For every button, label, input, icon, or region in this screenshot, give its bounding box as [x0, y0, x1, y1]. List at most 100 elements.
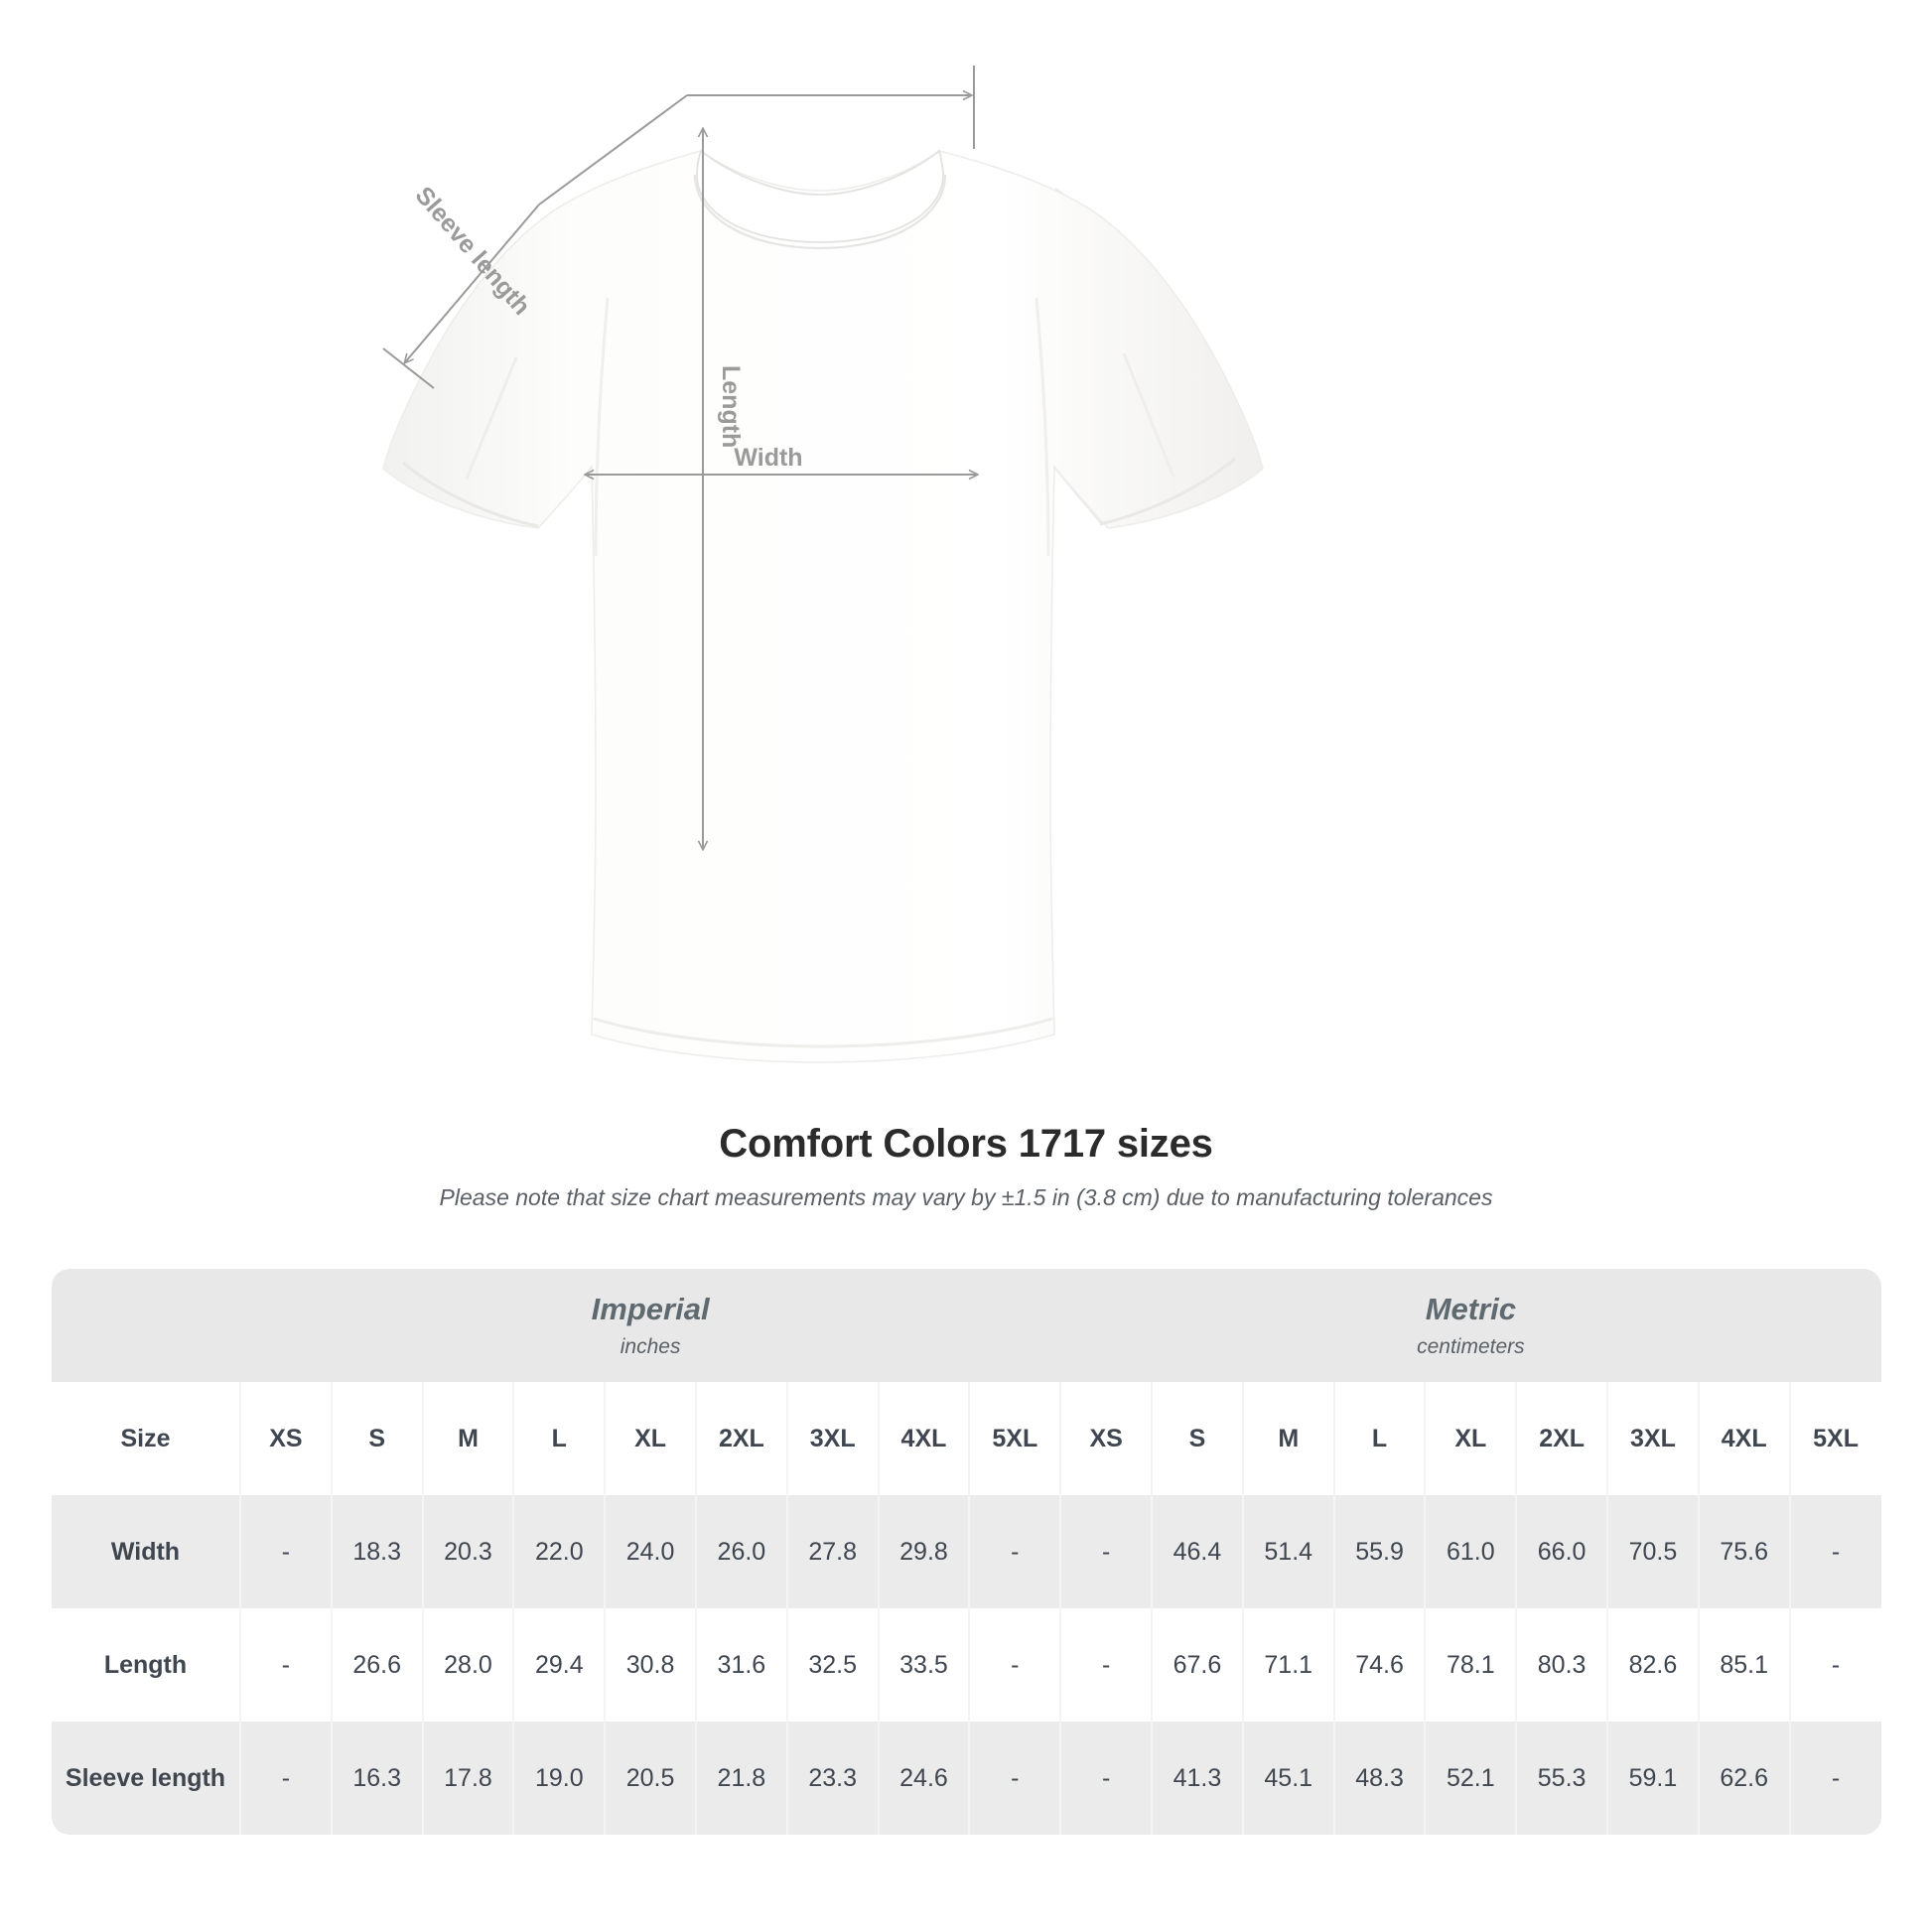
header-metric-4xl: 4XL	[1698, 1382, 1791, 1495]
cell-width-imperial-xl: 24.0	[605, 1495, 697, 1608]
header-imperial-5xl: 5XL	[969, 1382, 1062, 1495]
fold-sleeve-right	[1122, 352, 1175, 478]
header-metric-s: S	[1152, 1382, 1244, 1495]
length-label: Length	[717, 365, 745, 448]
cell-length-metric-5xl: -	[1789, 1608, 1881, 1722]
cell-length-imperial-xl: 30.8	[605, 1608, 697, 1722]
cell-width-metric-s: 46.4	[1152, 1495, 1244, 1608]
collar-inner-edge	[693, 174, 947, 250]
cell-width-imperial-2xl: 26.0	[695, 1495, 788, 1608]
table-row: Sleeve length - 16.3 17.8 19.0 20.5 21.8…	[52, 1722, 1881, 1835]
cell-width-metric-xl: 61.0	[1425, 1495, 1518, 1608]
chart-heading: Comfort Colors 1717 sizes Please note th…	[0, 1120, 1932, 1213]
row-label-length: Length	[52, 1608, 241, 1722]
table-row: Length - 26.6 28.0 29.4 30.8 31.6 32.5 3…	[52, 1608, 1881, 1722]
unit-title-imperial: Imperial	[591, 1291, 710, 1326]
cell-width-metric-3xl: 70.5	[1607, 1495, 1700, 1608]
unit-subtitle-imperial: inches	[620, 1335, 681, 1359]
bottom-hem	[593, 1017, 1053, 1048]
cell-length-imperial-s: 26.6	[331, 1608, 424, 1722]
tshirt-garment	[382, 149, 1264, 1063]
cell-width-metric-m: 51.4	[1242, 1495, 1335, 1608]
cell-sleeve-metric-4xl: 62.6	[1698, 1722, 1791, 1835]
cell-length-metric-2xl: 80.3	[1516, 1608, 1609, 1722]
header-imperial-3xl: 3XL	[786, 1382, 880, 1495]
header-imperial-2xl: 2XL	[695, 1382, 788, 1495]
cell-length-metric-m: 71.1	[1242, 1608, 1335, 1722]
cell-sleeve-imperial-2xl: 21.8	[695, 1722, 788, 1835]
cell-width-imperial-m: 20.3	[422, 1495, 515, 1608]
page-title: Comfort Colors 1717 sizes	[719, 1122, 1213, 1166]
fold-left	[594, 297, 610, 557]
cell-sleeve-imperial-m: 17.8	[422, 1722, 515, 1835]
cell-length-imperial-4xl: 33.5	[878, 1608, 971, 1722]
unit-system-row: Imperial inches Metric centimeters	[52, 1269, 1881, 1382]
size-table-container: Imperial inches Metric centimeters Size …	[52, 1269, 1881, 1835]
cell-sleeve-imperial-4xl: 24.6	[878, 1722, 971, 1835]
sleeve-elbow-segment	[538, 94, 688, 206]
cell-sleeve-metric-m: 45.1	[1242, 1722, 1335, 1835]
header-imperial-4xl: 4XL	[878, 1382, 971, 1495]
unit-cell-metric: Metric centimeters	[1060, 1269, 1881, 1382]
cell-sleeve-imperial-xs: -	[240, 1722, 333, 1835]
unit-title-metric: Metric	[1425, 1291, 1517, 1326]
cell-sleeve-imperial-3xl: 23.3	[786, 1722, 880, 1835]
cell-length-metric-xs: -	[1060, 1608, 1154, 1722]
cell-sleeve-imperial-l: 19.0	[513, 1722, 607, 1835]
cell-length-metric-3xl: 82.6	[1607, 1608, 1700, 1722]
row-label-width: Width	[52, 1495, 241, 1608]
cell-sleeve-metric-5xl: -	[1789, 1722, 1881, 1835]
cell-length-imperial-3xl: 32.5	[786, 1608, 880, 1722]
cell-length-imperial-m: 28.0	[422, 1608, 515, 1722]
cell-length-metric-4xl: 85.1	[1698, 1608, 1791, 1722]
fold-sleeve-left	[465, 356, 518, 480]
header-metric-2xl: 2XL	[1516, 1382, 1609, 1495]
width-annotation: Width	[586, 444, 977, 475]
header-metric-m: M	[1242, 1382, 1335, 1495]
header-imperial-xl: XL	[605, 1382, 697, 1495]
left-sleeve-hem	[402, 461, 539, 528]
tshirt-diagram: Sleeve length Length Width	[382, 66, 1264, 1063]
cell-width-metric-l: 55.9	[1333, 1495, 1427, 1608]
cell-width-imperial-4xl: 29.8	[878, 1495, 971, 1608]
cell-sleeve-metric-xs: -	[1060, 1722, 1154, 1835]
cell-sleeve-metric-l: 48.3	[1333, 1722, 1427, 1835]
unit-spacer-cell	[52, 1269, 240, 1382]
header-metric-l: L	[1333, 1382, 1427, 1495]
cell-length-metric-l: 74.6	[1333, 1608, 1427, 1722]
unit-subtitle-metric: centimeters	[1417, 1335, 1525, 1359]
fold-right	[1035, 297, 1050, 557]
cell-sleeve-metric-2xl: 55.3	[1516, 1722, 1609, 1835]
size-header-row: Size XS S M L XL 2XL 3XL 4XL 5XL XS S M …	[52, 1382, 1881, 1495]
cell-length-imperial-xs: -	[240, 1608, 333, 1722]
header-metric-5xl: 5XL	[1789, 1382, 1881, 1495]
cell-width-metric-xs: -	[1060, 1495, 1154, 1608]
cell-length-metric-xl: 78.1	[1425, 1608, 1518, 1722]
cell-length-imperial-l: 29.4	[513, 1608, 607, 1722]
header-metric-3xl: 3XL	[1607, 1382, 1700, 1495]
cell-width-metric-2xl: 66.0	[1516, 1495, 1609, 1608]
table-row: Width - 18.3 20.3 22.0 24.0 26.0 27.8 29…	[52, 1495, 1881, 1608]
cell-length-metric-s: 67.6	[1152, 1608, 1244, 1722]
sleeve-end-tick	[382, 347, 435, 389]
cell-width-metric-5xl: -	[1789, 1495, 1881, 1608]
cell-width-imperial-5xl: -	[969, 1495, 1062, 1608]
header-metric-xs: XS	[1060, 1382, 1154, 1495]
header-imperial-s: S	[331, 1382, 424, 1495]
cell-sleeve-metric-xl: 52.1	[1425, 1722, 1518, 1835]
right-sleeve-hem	[1099, 457, 1236, 526]
cell-width-imperial-3xl: 27.8	[786, 1495, 880, 1608]
header-imperial-l: L	[513, 1382, 607, 1495]
cell-sleeve-metric-s: 41.3	[1152, 1722, 1244, 1835]
cell-sleeve-imperial-s: 16.3	[331, 1722, 424, 1835]
tolerance-note: Please note that size chart measurements…	[439, 1184, 1493, 1210]
cell-width-metric-4xl: 75.6	[1698, 1495, 1791, 1608]
header-metric-xl: XL	[1425, 1382, 1518, 1495]
cell-length-imperial-2xl: 31.6	[695, 1608, 788, 1722]
header-imperial-m: M	[422, 1382, 515, 1495]
length-annotation: Length	[703, 129, 745, 849]
cell-length-imperial-5xl: -	[969, 1608, 1062, 1722]
width-label: Width	[734, 444, 802, 472]
cell-width-imperial-s: 18.3	[331, 1495, 424, 1608]
